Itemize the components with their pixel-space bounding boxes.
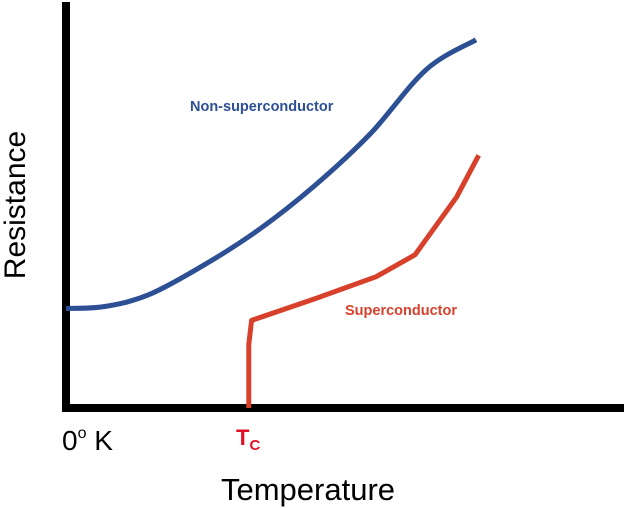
tick-label-origin-main: 0: [62, 425, 78, 456]
x-axis-label: Temperature: [221, 472, 395, 507]
tick-label-origin: 0o K: [62, 425, 113, 456]
tick-label-origin-sup: o: [78, 425, 87, 442]
series-label-superconductor: Superconductor: [345, 303, 457, 319]
series-label-non-superconductor: Non-superconductor: [190, 99, 334, 115]
series-line-superconductor: [246, 154, 481, 408]
tick-label-tc-sub: C: [249, 437, 260, 454]
series-line-non-superconductor: [65, 37, 478, 311]
tick-label-origin-after: K: [86, 425, 113, 456]
y-axis-label: Resistance: [0, 131, 32, 279]
tick-label-tc-main: T: [236, 425, 250, 450]
tick-label-tc: TC: [236, 425, 260, 454]
